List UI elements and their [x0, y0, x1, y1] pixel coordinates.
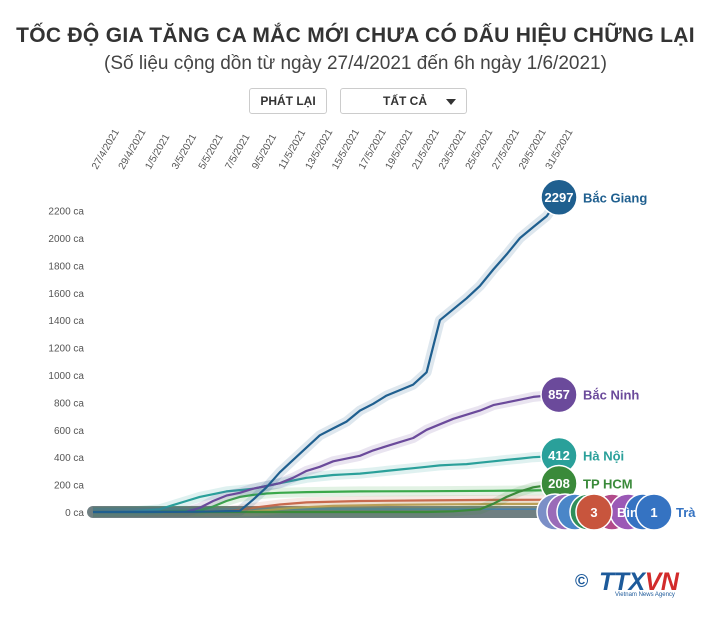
- series-name-label: Trà: [676, 505, 696, 520]
- y-tick-label: 200 ca: [54, 481, 84, 492]
- replay-button[interactable]: PHÁT LẠI: [249, 88, 327, 114]
- chevron-down-icon: [446, 99, 456, 105]
- y-tick-label: 800 ca: [54, 398, 84, 409]
- series-end-value: 2297: [545, 190, 574, 205]
- x-tick-label: 7/5/2021: [224, 132, 253, 172]
- series-line: [92, 454, 561, 514]
- series-name-label: Bìn: [617, 505, 638, 520]
- x-tick-label: 3/5/2021: [170, 132, 199, 172]
- series-end-bubble: [540, 375, 578, 414]
- series-end-bubble: [575, 493, 613, 531]
- y-tick-label: 2200 ca: [48, 207, 84, 218]
- series-name-label: Bắc Ninh: [583, 388, 639, 403]
- ttxvn-logo: © TTXVN Vietnam News Agency: [575, 568, 695, 604]
- series-line: [92, 393, 561, 514]
- y-tick-label: 1200 ca: [48, 344, 84, 355]
- series-line: [92, 489, 561, 514]
- series-end-value: 3: [590, 505, 597, 520]
- series-end-bubble: [540, 178, 578, 217]
- x-axis-ticks: 27/4/202129/4/20211/5/20213/5/20215/5/20…: [90, 127, 576, 171]
- y-tick-label: 1600 ca: [48, 289, 84, 300]
- series-name-label: Hà Nội: [583, 449, 624, 464]
- y-tick-label: 1800 ca: [48, 261, 84, 272]
- x-tick-label: 5/5/2021: [197, 132, 226, 172]
- controls-bar: PHÁT LẠI TẤT CẢ: [0, 88, 711, 118]
- series-name-label: TP HCM: [583, 477, 633, 492]
- series-end-value: 412: [548, 448, 570, 463]
- province-filter-select[interactable]: TẤT CẢ: [340, 88, 467, 114]
- chart-subtitle: (Số liệu cộng dồn từ ngày 27/4/2021 đến …: [104, 53, 607, 74]
- series-end-bubbles: 2297 Bắc Giang 857 Bắc Ninh 412 Hà Nội 208 TP H…: [536, 178, 696, 531]
- series-end-bubble: [635, 493, 673, 531]
- series-lines: [92, 194, 565, 517]
- chart-title: TỐC ĐỘ GIA TĂNG CA MẮC MỚI CHƯA CÓ DẤU H…: [16, 24, 695, 47]
- series-line: [93, 482, 561, 514]
- copyright-icon: ©: [575, 571, 589, 591]
- y-tick-label: 1000 ca: [48, 371, 84, 382]
- series-end-value: 208: [548, 476, 570, 491]
- y-tick-label: 400 ca: [54, 453, 84, 464]
- y-tick-label: 0 ca: [65, 508, 84, 519]
- series-name-label: Bắc Giang: [583, 190, 647, 205]
- series-end-value: 1: [650, 505, 657, 520]
- x-tick-label: 31/5/2021: [544, 127, 576, 171]
- series-line: [93, 196, 561, 514]
- y-tick-label: 600 ca: [54, 426, 84, 437]
- series-end-value: 857: [548, 387, 570, 402]
- logo-brand: TTXVN: [599, 568, 679, 596]
- province-filter-value: TẤT CẢ: [383, 94, 427, 108]
- logo-tagline: Vietnam News Agency: [615, 592, 675, 598]
- x-tick-label: 9/5/2021: [250, 132, 279, 172]
- y-axis-ticks: 0 ca 200 ca 400 ca 600 ca 800 ca 1000 ca 1200 …: [48, 207, 84, 519]
- x-tick-label: 1/5/2021: [143, 132, 172, 172]
- y-tick-label: 2000 ca: [48, 234, 84, 245]
- y-tick-label: 1400 ca: [48, 316, 84, 327]
